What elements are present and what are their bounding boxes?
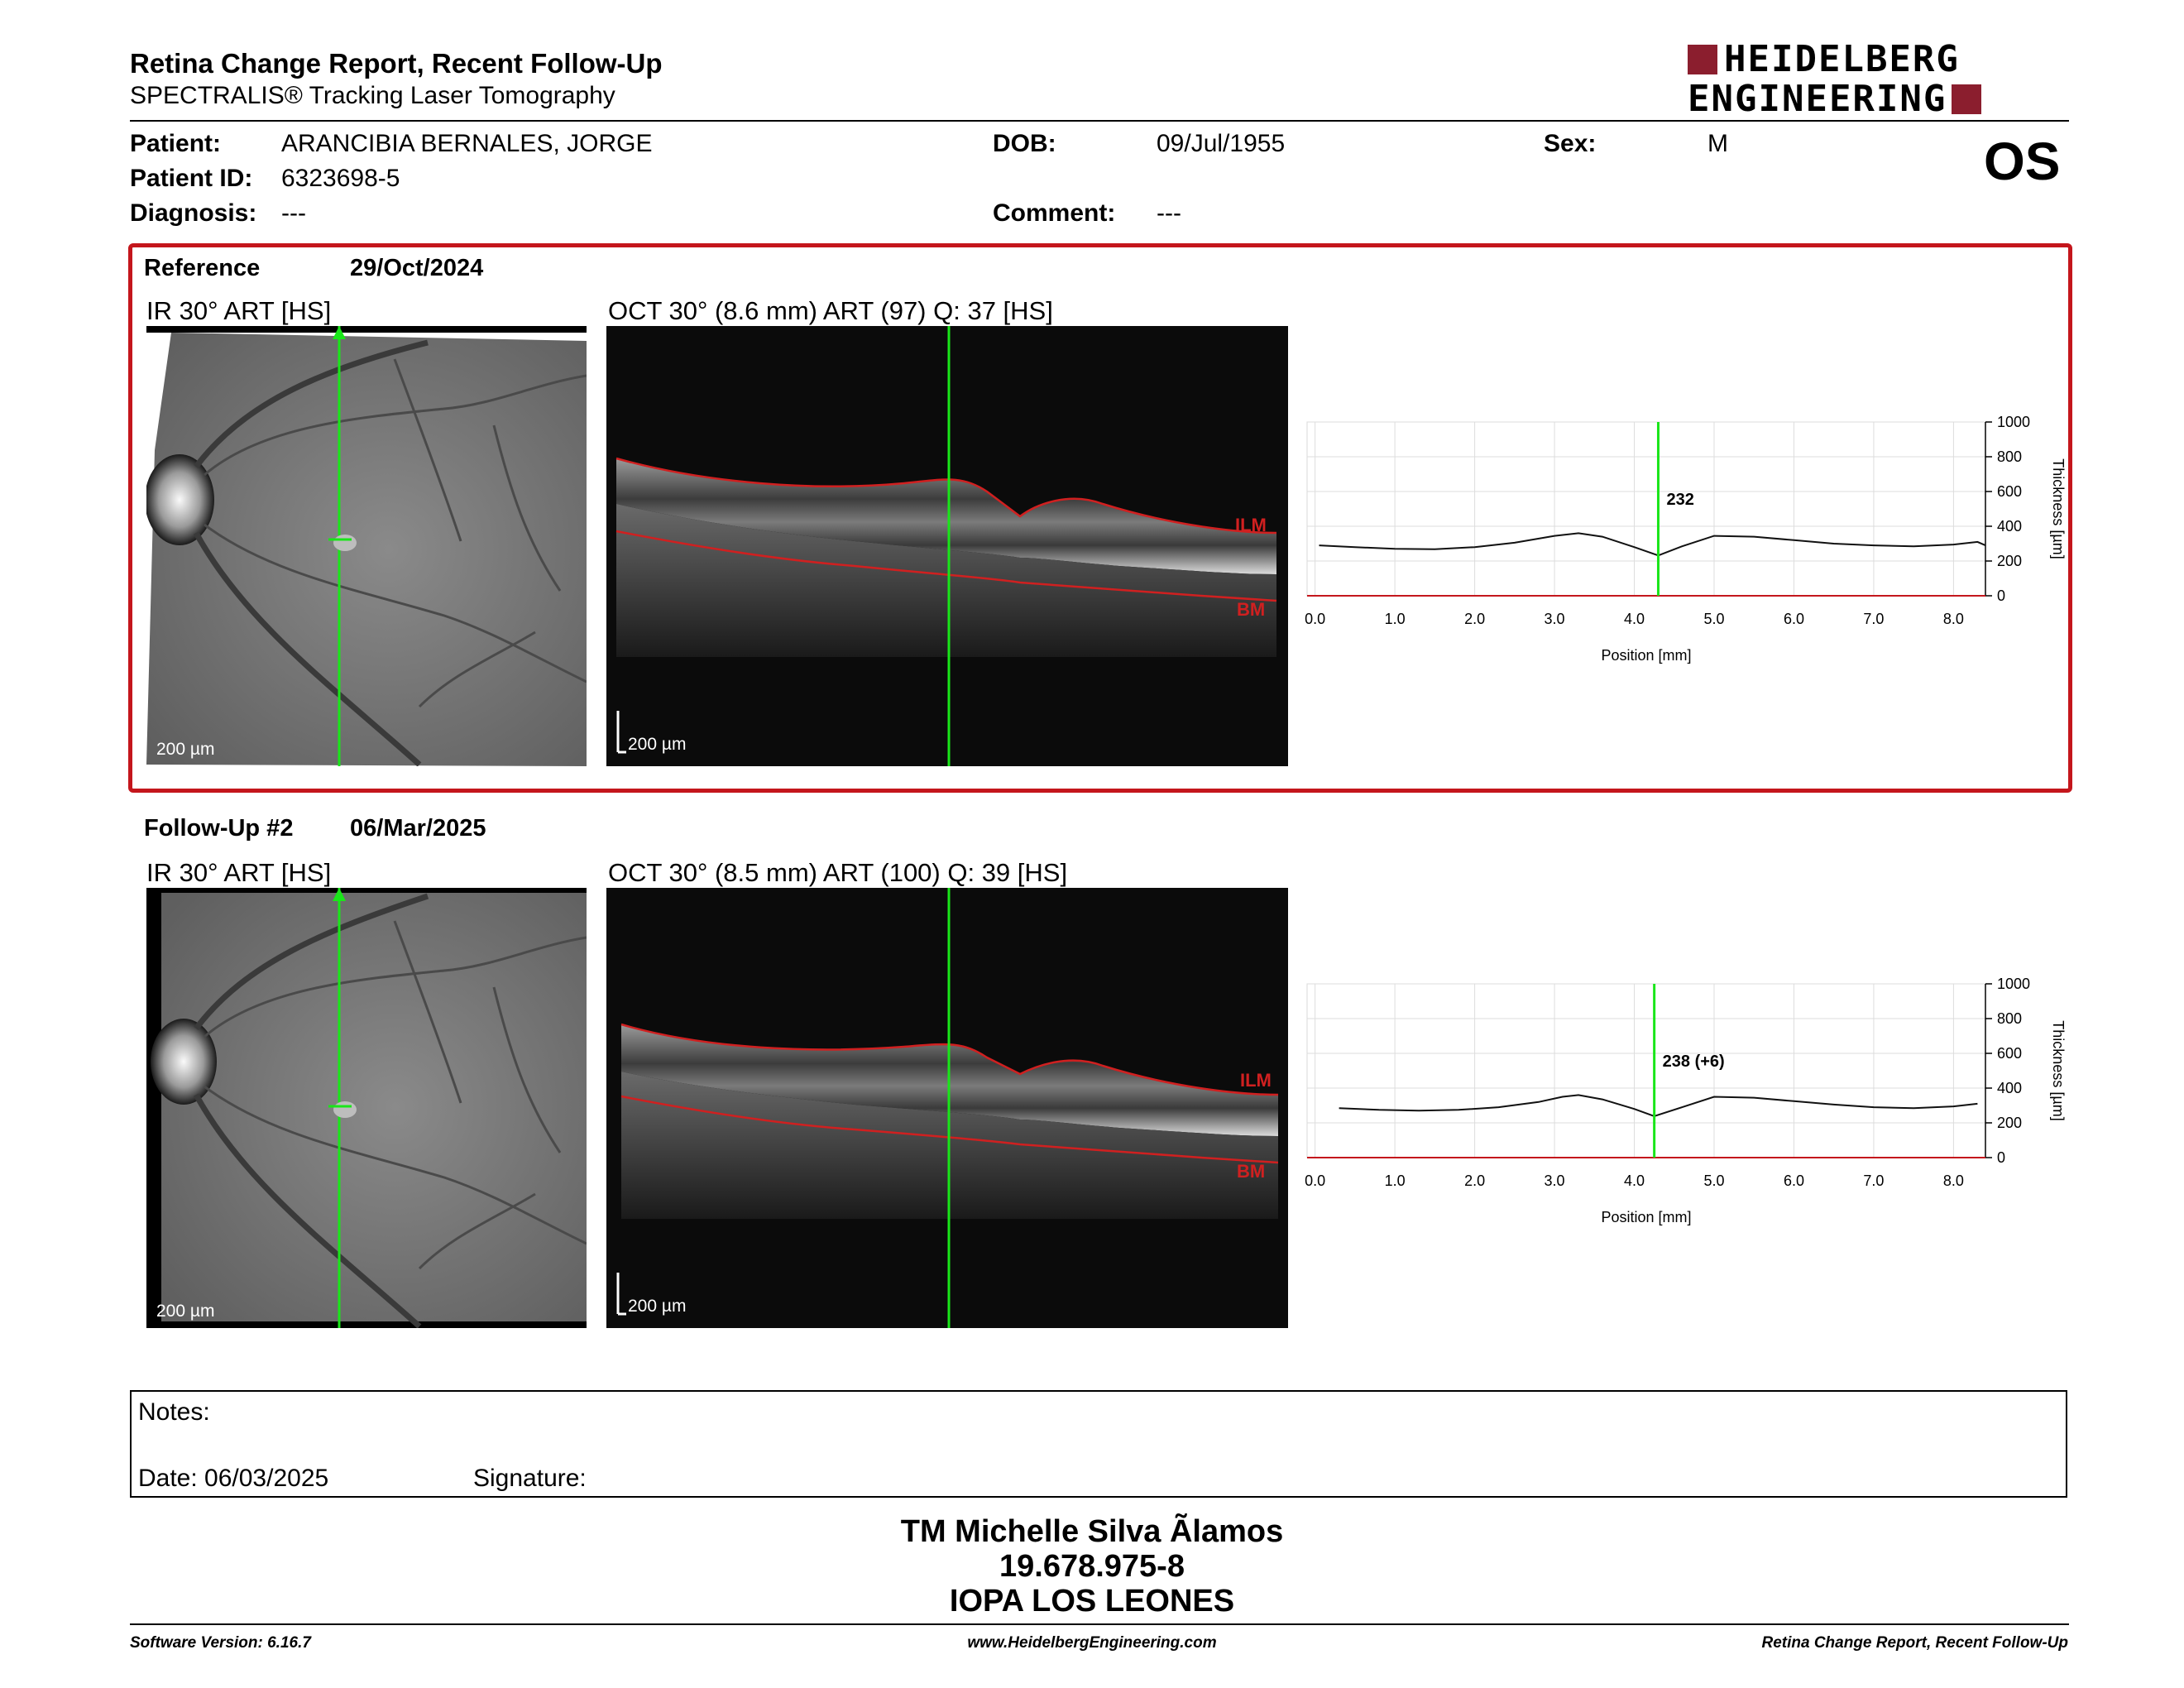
patient-id-value: 6323698-5 [281, 165, 400, 192]
chart-x-tick-label: 0.0 [1305, 1172, 1325, 1189]
report-title: Retina Change Report, Recent Follow-Up [130, 48, 663, 79]
chart-y-axis-label: Thickness [µm] [2050, 1020, 2067, 1120]
followup-ir-scale: 200 µm [156, 1302, 215, 1321]
followup-ir-title: IR 30° ART [HS] [146, 858, 332, 887]
logo-line2: ENGINEERING [1688, 78, 1947, 120]
signature-label: Signature: [473, 1465, 587, 1492]
chart-x-tick-label: 8.0 [1943, 1172, 1964, 1189]
patient-label: Patient: [130, 130, 222, 157]
reference-oct-title: OCT 30° (8.6 mm) ART (97) Q: 37 [HS] [608, 296, 1053, 325]
dob-value: 09/Jul/1955 [1157, 130, 1286, 157]
followup-date: 06/Mar/2025 [350, 815, 486, 842]
chart-x-tick-label: 7.0 [1863, 1172, 1884, 1189]
chart-x-tick-label: 5.0 [1703, 1172, 1724, 1189]
chart-y-tick-label: 400 [1997, 518, 2022, 535]
diagnosis-label: Diagnosis: [130, 199, 257, 227]
followup-oct-title: OCT 30° (8.5 mm) ART (100) Q: 39 [HS] [608, 858, 1068, 887]
reference-ir-scale: 200 µm [156, 740, 215, 759]
signer-place: IOPA LOS LEONES [949, 1584, 1235, 1618]
eye-indicator: OS [1984, 132, 2061, 191]
report-subtitle: SPECTRALIS® Tracking Laser Tomography [130, 82, 615, 109]
chart-x-tick-label: 3.0 [1545, 611, 1565, 627]
chart-cursor-value: 232 [1666, 491, 1693, 509]
chart-x-tick-label: 6.0 [1784, 611, 1804, 627]
chart-y-tick-label: 200 [1997, 1115, 2022, 1131]
chart-y-axis-label: Thickness [µm] [2050, 458, 2067, 559]
chart-x-tick-label: 8.0 [1943, 611, 1964, 627]
reference-date: 29/Oct/2024 [350, 255, 484, 281]
followup-ir-image: 200 µm [146, 888, 587, 1328]
chart-x-axis-label: Position [mm] [1601, 1209, 1691, 1225]
footer-report-name: Retina Change Report, Recent Follow-Up [1761, 1634, 2068, 1652]
chart-y-tick-label: 400 [1997, 1080, 2022, 1096]
chart-x-tick-label: 2.0 [1464, 1172, 1485, 1189]
logo-square-icon [1952, 84, 1982, 114]
dob-label: DOB: [993, 130, 1056, 157]
chart-cursor-value: 238 (+6) [1663, 1053, 1725, 1071]
chart-y-tick-label: 0 [1997, 587, 2005, 604]
chart-x-tick-label: 3.0 [1545, 1172, 1565, 1189]
chart-y-tick-label: 600 [1997, 483, 2022, 500]
followup-bm-label: BM [1237, 1161, 1266, 1182]
reference-oct-image: ILM BM 200 µm [606, 326, 1288, 766]
software-version: Software Version: 6.16.7 [130, 1634, 311, 1652]
signer-rut: 19.678.975-8 [999, 1549, 1185, 1584]
chart-x-tick-label: 0.0 [1305, 611, 1325, 627]
chart-x-tick-label: 2.0 [1464, 611, 1485, 627]
patient-name: ARANCIBIA BERNALES, JORGE [281, 130, 653, 157]
chart-y-tick-label: 800 [1997, 1010, 2022, 1027]
chart-x-tick-label: 1.0 [1385, 1172, 1406, 1189]
reference-ilm-label: ILM [1235, 515, 1267, 535]
followup-oct-image: ILM BM 200 µm [606, 888, 1288, 1328]
chart-y-tick-label: 800 [1997, 448, 2022, 465]
chart-y-tick-label: 200 [1997, 553, 2022, 569]
chart-y-tick-label: 1000 [1997, 414, 2030, 430]
sex-value: M [1707, 130, 1728, 157]
followup-label: Follow-Up #2 [144, 815, 294, 842]
chart-x-tick-label: 7.0 [1863, 611, 1884, 627]
chart-y-tick-label: 1000 [1997, 976, 2030, 992]
followup-ilm-label: ILM [1240, 1070, 1272, 1091]
logo-line1: HEIDELBERG [1724, 38, 1960, 80]
heidelberg-logo: HEIDELBERG ENGINEERING [1688, 38, 2072, 120]
chart-x-tick-label: 5.0 [1703, 611, 1724, 627]
followup-oct-scale: 200 µm [628, 1297, 687, 1316]
patient-id-label: Patient ID: [130, 165, 253, 192]
header-divider [130, 120, 2069, 122]
reference-bm-label: BM [1237, 599, 1266, 620]
thickness-series-line [1339, 1094, 1978, 1118]
comment-label: Comment: [993, 199, 1116, 227]
chart-x-tick-label: 4.0 [1624, 611, 1645, 627]
comment-value: --- [1157, 199, 1181, 227]
website-link[interactable]: www.HeidelbergEngineering.com [967, 1634, 1217, 1652]
diagnosis-value: --- [281, 199, 306, 227]
logo-square-icon [1688, 45, 1717, 74]
chart-x-tick-label: 1.0 [1385, 611, 1406, 627]
notes-date: Date: 06/03/2025 [138, 1465, 329, 1492]
followup-thickness-chart: 0.0 1.0 2.0 3.0 4.0 5.0 6.0 7.0 8.0 0 200 400 600 800… [1305, 976, 2067, 1225]
signer-name: TM Michelle Silva Ãlamos [900, 1514, 1284, 1549]
reference-label: Reference [144, 255, 261, 281]
chart-plot-area [1306, 983, 1986, 1158]
footer-divider [130, 1623, 2069, 1625]
reference-thickness-chart: 0.0 1.0 2.0 3.0 4.0 5.0 6.0 7.0 8.0 0 200 400 600 800… [1305, 414, 2067, 664]
chart-x-tick-label: 6.0 [1784, 1172, 1804, 1189]
sex-label: Sex: [1544, 130, 1597, 157]
reference-ir-title: IR 30° ART [HS] [146, 296, 332, 325]
reference-ir-image: 200 µm [146, 326, 587, 766]
notes-label: Notes: [138, 1398, 210, 1426]
reference-frame [128, 243, 2072, 793]
chart-plot-area [1306, 421, 1986, 597]
chart-x-tick-label: 4.0 [1624, 1172, 1645, 1189]
chart-y-tick-label: 0 [1997, 1149, 2005, 1166]
chart-y-tick-label: 600 [1997, 1045, 2022, 1062]
reference-oct-scale: 200 µm [628, 735, 687, 754]
chart-x-axis-label: Position [mm] [1601, 647, 1691, 664]
notes-box: Notes: Date: 06/03/2025 Signature: [130, 1390, 2067, 1498]
